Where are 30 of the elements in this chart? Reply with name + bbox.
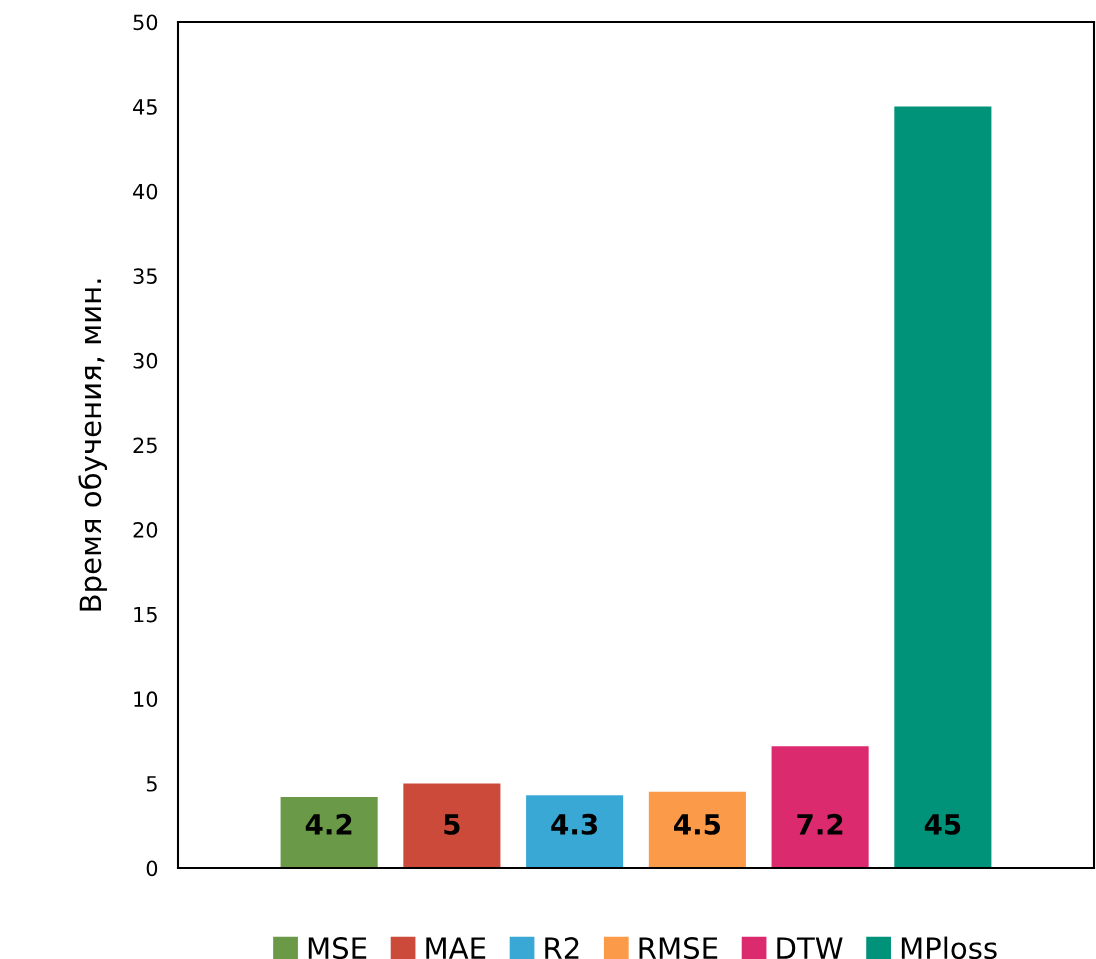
bar (648, 791, 746, 868)
y-tick-label: 0 (146, 860, 158, 877)
legend-label: R2 (545, 937, 579, 959)
legend-label: MSE (308, 937, 367, 959)
legend-label: MPloss (901, 936, 997, 959)
y-tick-label: 20 (133, 522, 158, 538)
legend-label: RMSE (639, 937, 718, 959)
bar (280, 796, 378, 868)
data-label: 7.2 (797, 813, 843, 835)
y-tick-label: 5 (146, 776, 157, 792)
y-tick-label: 10 (134, 691, 158, 708)
legend-label: DTW (777, 937, 843, 959)
bar (403, 783, 501, 868)
bar (771, 746, 869, 868)
bar (894, 106, 992, 868)
y-tick-label: 30 (133, 352, 158, 369)
y-tick-label: 40 (133, 183, 158, 200)
y-tick-label: 35 (133, 268, 157, 285)
data-label: 4.2 (305, 813, 352, 835)
y-tick-label: 45 (133, 99, 157, 115)
y-tick-label: 25 (133, 437, 157, 454)
data-label: 4.3 (551, 813, 598, 835)
data-label: 45 (924, 814, 961, 835)
data-label: 4.5 (674, 814, 721, 835)
bar (526, 795, 624, 868)
data-label: 5 (444, 814, 460, 835)
legend-label: MAE (426, 937, 486, 959)
y-axis-title: Время обучения, мин. (78, 279, 108, 611)
y-tick-label: 50 (133, 14, 158, 31)
y-tick-label: 15 (134, 606, 157, 623)
